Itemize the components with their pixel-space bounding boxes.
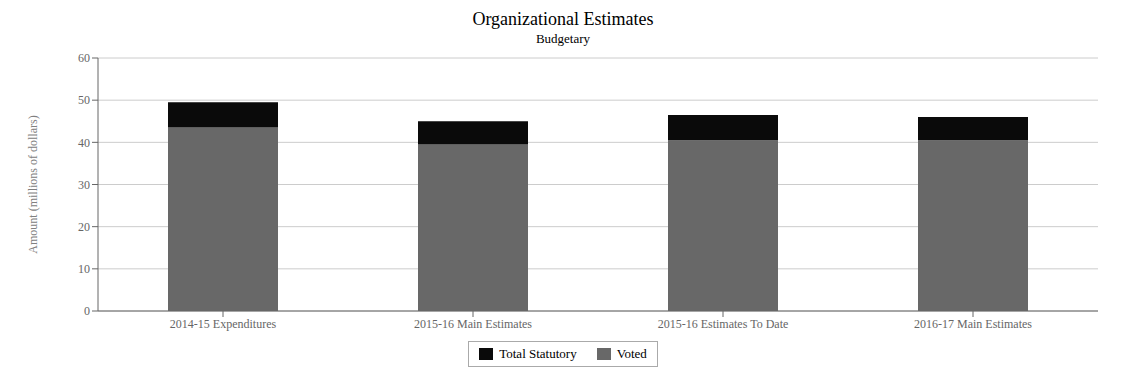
html-text:Total Statutory: Total Statutory: [499, 346, 577, 361]
svg-text:10: 10: [78, 262, 90, 276]
svg-text:2015-16 Estimates To Date: 2015-16 Estimates To Date: [658, 317, 789, 331]
svg-text:2015-16 Main Estimates: 2015-16 Main Estimates: [414, 317, 532, 331]
svg-text:2016-17 Main Estimates: 2016-17 Main Estimates: [914, 317, 1032, 331]
svg-text:40: 40: [78, 136, 90, 150]
svg-text:20: 20: [78, 220, 90, 234]
svg-text:Amount (millions of dollars): Amount (millions of dollars): [26, 115, 40, 253]
svg-text:60: 60: [78, 51, 90, 65]
svg-text:50: 50: [78, 93, 90, 107]
html-text:Budgetary: Budgetary: [535, 31, 591, 46]
html-text:Voted: Voted: [616, 346, 647, 361]
svg-text:2014-15 Expenditures: 2014-15 Expenditures: [170, 317, 277, 331]
svg-text:0: 0: [84, 304, 90, 318]
html-text:Organizational Estimates: Organizational Estimates: [472, 9, 654, 29]
svg-text:30: 30: [78, 178, 90, 192]
